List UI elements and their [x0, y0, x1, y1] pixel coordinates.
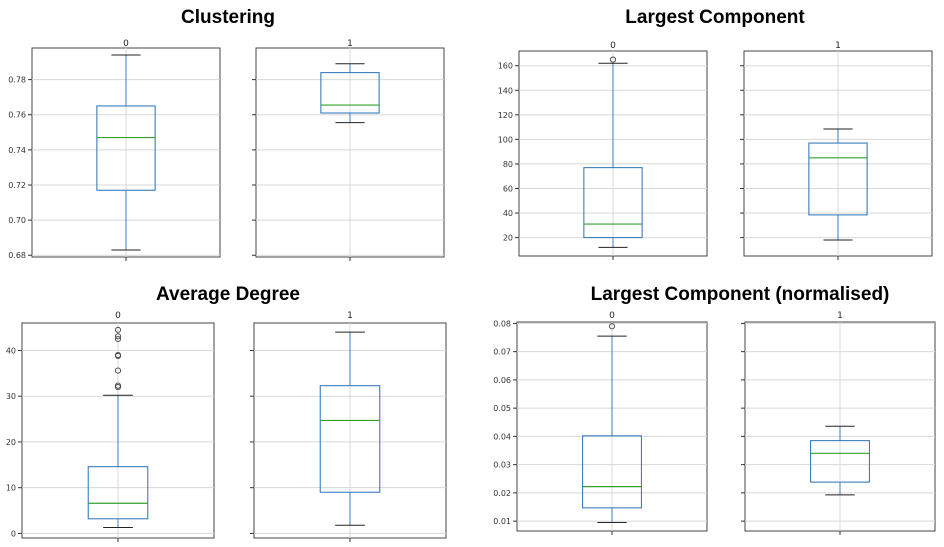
y-tick-label: 20 [503, 234, 513, 243]
boxplot-panel-0: 0 10 20 30 40 0 [6, 311, 215, 542]
y-tick-label: 0.72 [8, 181, 26, 190]
y-tick-label: 0.08 [493, 319, 511, 328]
outlier-point [114, 326, 122, 333]
y-tick-label: 160 [498, 62, 513, 71]
y-tick-label: 0.07 [493, 348, 511, 357]
outlier-point [114, 382, 122, 389]
boxplot-panel-1: 1 [250, 311, 447, 542]
outlier-point [608, 323, 616, 330]
panel-label: 1 [347, 311, 353, 321]
box [583, 167, 643, 239]
y-tick-label: 30 [6, 392, 16, 401]
y-tick-label: 140 [498, 86, 513, 95]
y-tick-label: 0.68 [8, 251, 26, 260]
outlier-point [609, 56, 617, 63]
box [319, 385, 381, 493]
outlier-point [114, 367, 122, 374]
box [87, 466, 149, 520]
y-tick-label: 80 [503, 160, 513, 169]
y-tick-label: 0.70 [8, 216, 26, 225]
boxplot-panel-0: 20 40 60 80 100 120 140 160 0 [498, 41, 708, 260]
y-tick-label: 60 [503, 184, 513, 193]
y-tick-label: 20 [6, 438, 16, 447]
y-tick-label: 0 [11, 529, 16, 538]
chart-title-largest-component: Largest Component [625, 7, 805, 28]
outlier-point [114, 351, 122, 359]
panel-label: 1 [837, 311, 843, 321]
boxplot-panel-1: 1 [252, 39, 445, 261]
boxplot-panel-0: 0.68 0.70 0.72 0.74 0.76 0.78 0 [8, 39, 221, 261]
panel-label: 1 [347, 39, 353, 49]
box [808, 142, 868, 216]
y-tick-label: 40 [503, 209, 513, 218]
y-tick-label: 0.02 [493, 489, 511, 498]
outlier-point [114, 335, 122, 343]
panel-label: 0 [610, 41, 616, 51]
box [809, 440, 870, 483]
y-tick-label: 120 [498, 111, 513, 120]
box [96, 105, 156, 191]
chart-title-average-degree: Average Degree [156, 284, 300, 305]
y-tick-label: 0.03 [493, 461, 511, 470]
boxplot-panel-0: 0.01 0.02 0.03 0.04 0.05 0.06 0.07 0.08 0 [493, 311, 708, 535]
y-tick-label: 10 [6, 484, 16, 493]
box [581, 435, 642, 509]
panel-label: 1 [835, 41, 841, 51]
y-tick-label: 0.01 [493, 517, 511, 526]
y-tick-label: 0.05 [493, 404, 511, 413]
y-tick-label: 0.78 [8, 76, 26, 85]
panel-label: 0 [609, 311, 615, 321]
y-tick-label: 0.04 [493, 432, 511, 441]
y-tick-label: 0.06 [493, 376, 511, 385]
boxplot-panel-1: 1 [741, 311, 936, 535]
y-tick-label: 100 [498, 135, 513, 144]
panel-label: 0 [115, 311, 121, 321]
box [320, 72, 380, 114]
chart-title-clustering: Clustering [181, 7, 275, 28]
y-tick-label: 0.76 [8, 111, 26, 120]
panel-label: 0 [123, 39, 129, 49]
y-tick-label: 0.74 [8, 146, 26, 155]
chart-title-largest-component-normalised: Largest Component (normalised) [590, 284, 890, 305]
outlier-point [114, 333, 122, 340]
boxplot-panel-1: 1 [740, 41, 933, 260]
y-tick-label: 40 [6, 346, 16, 355]
